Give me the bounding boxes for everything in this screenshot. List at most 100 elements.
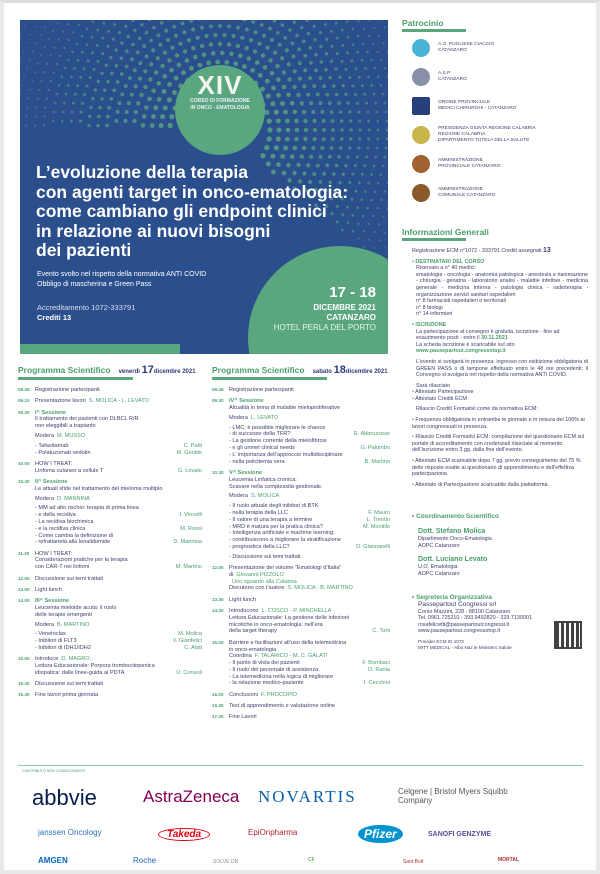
line-text: con CAR-T nei linfomi <box>35 564 89 571</box>
edition-number: XIV <box>197 70 243 100</box>
line-label: Leucemia Linfatica cronica: <box>229 476 297 483</box>
line-text: Intelligenza artificiale e machine learn… <box>229 530 335 537</box>
accreditation: Accreditamento 1072-333791 <box>37 303 136 312</box>
line-text: Leucemia mieloide acuta: il ruolo <box>35 605 116 612</box>
line-label: Venetoclax <box>38 631 66 638</box>
line-label: refrattarietà alla lenalidomide <box>38 539 111 546</box>
line-text: Uno sguardo alla Calabria <box>229 579 297 586</box>
line-label: Come cambia la definizione di <box>38 532 114 539</box>
line-label: prognostica della LLC? <box>232 543 290 550</box>
program-line: L’ importanza dell’approccio multidiscip… <box>229 452 390 459</box>
line-text: della target therapy <box>229 628 277 635</box>
sponsor-logo-solve-on: SOLVE ON <box>213 859 239 865</box>
line-label: Il punto di vista dei pazienti <box>232 660 300 667</box>
contact-line[interactable]: rosafelicetti@passepartoutcongressi.it <box>418 621 510 628</box>
program-line: Leucemia Linfatica cronica: <box>229 477 390 484</box>
title-underline <box>402 238 466 241</box>
speaker-name: D. Giannarelli <box>356 543 390 550</box>
patron-line: DIPARTIMENTO TUTELA DELLA SALUTE <box>438 138 530 143</box>
patron-line: PRESIDENZA GIUNTA REGIONE CALABRIA <box>438 126 536 131</box>
line-label: Intelligenza artificiale e machine learn… <box>232 530 335 537</box>
program-line: e gli unmet clinical needs G. Palumbo <box>229 445 390 452</box>
line-label: nella policitemia vera <box>232 458 285 465</box>
iscrizione-body: La partecipazione al convegno è gratuita… <box>416 328 560 342</box>
patron-line: PROVINCIALE CATANZARO <box>438 164 501 169</box>
qr-code-icon <box>554 621 582 650</box>
line-name: L. LEVATO <box>250 414 279 421</box>
program-line: Light lunch <box>35 587 202 594</box>
company-name: Passepartout Congressi srl <box>418 600 497 608</box>
line-text: Leucemia Linfatica cronica: <box>229 477 297 484</box>
patron-line: ORDINE PROVINCIALE <box>438 100 491 105</box>
speaker-name: F. Bombaci <box>362 660 390 667</box>
line-text: nella terapia della LLC <box>229 510 288 517</box>
program-line: La recidiva biochimica <box>35 519 202 526</box>
patron-name: AMMINISTRAZIONE PROVINCIALE CATANZARO <box>438 158 500 170</box>
program-line: Lettura Educazionale: La gestione delle … <box>229 615 390 622</box>
item-time: 09.30 <box>212 398 224 404</box>
line-text: Il trattamento dei pazienti con DLBCL R/… <box>35 416 139 423</box>
note-line: Obbligo di mascherina e Green Pass <box>37 281 152 288</box>
item-time: 10.00 <box>18 460 30 466</box>
program-line: MM ad alto rischio: terapia di prima lin… <box>35 505 202 512</box>
speaker-name: M. Gentile <box>176 449 203 456</box>
line-text: Linfoma cutaneo a cellule T <box>35 468 103 475</box>
line-text: L’ importanza dell’approccio multidiscip… <box>229 451 343 459</box>
sponsor-logo-sanofi-genzyme: SANOFI GENZYME <box>428 831 492 838</box>
line-name: L. COSCO - P. MINCHELLA <box>261 608 332 615</box>
program-line: idiopatica: dalle linee-guida ai PDTA U. … <box>35 670 202 677</box>
coordinator-name: Dott. Stefano Molica <box>418 528 486 535</box>
line-text: refrattarietà alla lenalidomide <box>35 539 110 546</box>
course-line: CORSO DI FORMAZIONE <box>190 98 250 104</box>
speaker-name: L. Trentin <box>366 516 390 523</box>
line-text: Il ruolo attuale degli inibitori di BTK <box>229 503 319 510</box>
program-item: 14.30 Introducono L. COSCO - P. MINCHELLA L… <box>212 608 390 635</box>
line-text: Discussione sui temi trattati <box>35 681 103 688</box>
program-line: Il ruolo del personale di assistenza O. R… <box>229 667 390 674</box>
patron-logo-icon <box>412 184 430 202</box>
info-column: Patrocinio A.O. PUGLIESE CIACCIO CATANZAR… <box>402 18 588 651</box>
attestato-item: Attestato Crediti ECM <box>412 396 588 403</box>
speaker-name: U. Consoli <box>176 669 202 676</box>
coordinator-name: Dott. Luciano Levato <box>418 556 488 564</box>
session-title: II^ Sessione <box>35 478 68 485</box>
item-body: Fine Lavori <box>229 714 390 721</box>
line-label: Il ruolo attuale degli inibitori di BTK <box>232 503 319 510</box>
line-label: Discussione sui temi trattati <box>35 575 104 582</box>
line-label: HOW I TREAT: <box>35 460 73 467</box>
line-text: Discussione sui temi trattati <box>35 576 103 583</box>
line-name: D. MAGRO <box>61 656 90 663</box>
contact-line[interactable]: www.passepartout.congressotop.it <box>418 628 501 635</box>
line-name: S. MOLICA - B. MARTINO <box>287 585 353 592</box>
title-underline <box>18 377 133 380</box>
program-line: Tafasitamab C. Patti <box>35 443 202 450</box>
patron-line: A.S.P. <box>438 71 451 76</box>
line-label: L’ importanza dell’approccio multidiscip… <box>232 451 343 458</box>
ecm-rule: Attestato ECM scaricabile dopo 7 gg. pre… <box>412 458 588 478</box>
event-month: DICEMBRE 2021 <box>313 303 376 312</box>
line-label: Registrazione partecipanti <box>35 387 100 393</box>
program-line: Attualità in tema di malattie mieloproli… <box>229 405 390 412</box>
program-line: Scavare nella complessità gestionale. <box>229 484 390 491</box>
item-time: 08.45 <box>18 387 30 392</box>
line-label: Le attuali sfide nel trattamento del mie… <box>35 485 163 492</box>
program-line: la relazione medico-paziente I. Cecchini <box>229 680 390 687</box>
line-name: S. MOLICA - L. LEVATO <box>88 398 149 405</box>
line-label: Tafasitamab <box>38 442 69 449</box>
sponsor-logos: abbvie AstraZeneca NOVARTIS Celgene | Brist… <box>18 773 583 873</box>
line-text: Light lunch <box>229 597 256 604</box>
website-link[interactable]: www.passepartout.congressotop.it <box>416 348 506 355</box>
line-label: non eleggibili a trapianto <box>35 423 96 430</box>
patrocinio-title: Patrocinio <box>402 18 444 28</box>
line-name: D. MANNINA <box>56 495 90 502</box>
line-text: contribuiscono a migliorare la stratific… <box>229 537 341 544</box>
line-label: Polatuzumab vedotin <box>38 449 91 456</box>
provider-line: MITT MEDICAL - Albo Naz.le Ministero Sal… <box>418 644 512 650</box>
line-label: Discussione sui temi trattati <box>232 553 301 560</box>
line-label: Inibitori di IDH1/IDH2 <box>38 644 91 651</box>
coordinator-affiliation: AOPC Catanzaro <box>418 570 460 577</box>
program-line: Il ruolo attuale degli inibitori di BTK <box>229 503 390 510</box>
patron-name: A.O. PUGLIESE CIACCIO CATANZARO <box>438 42 494 54</box>
program-line: Fine lavori prima giornata <box>35 692 202 699</box>
